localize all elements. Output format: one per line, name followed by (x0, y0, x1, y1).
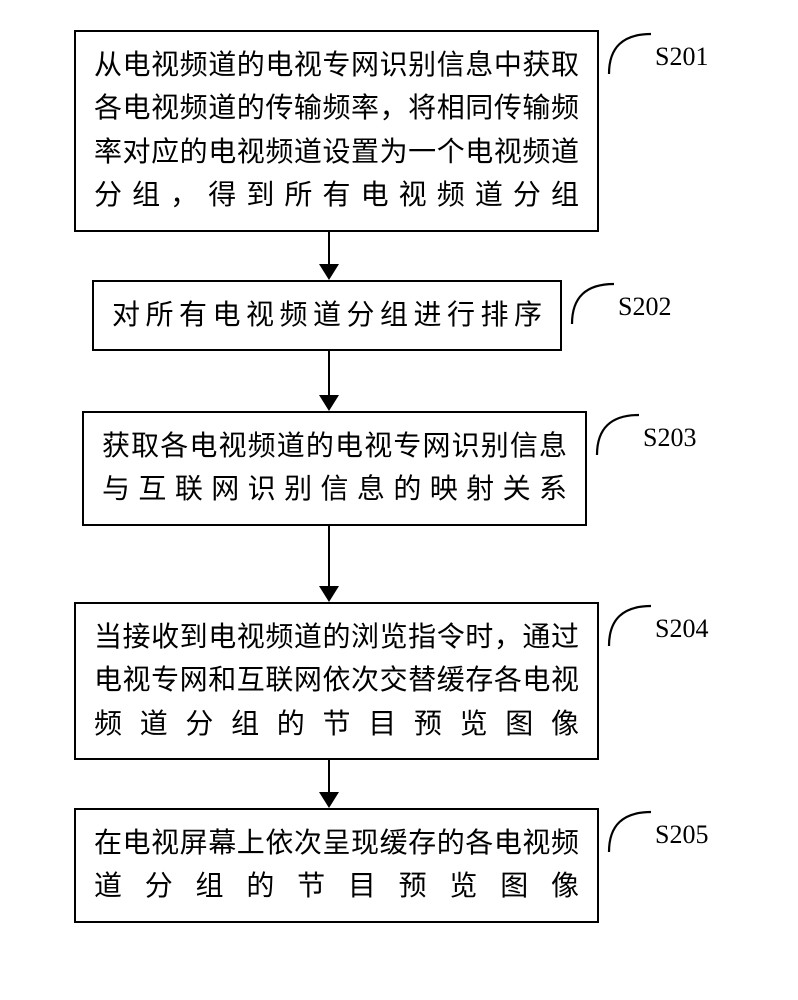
flow-step: 获取各电视频道的电视专网识别信息与互联网识别信息的映射关系 S203 (74, 411, 724, 526)
connector-curve (570, 278, 616, 328)
step-text: 对所有电视频道分组进行排序 (112, 300, 542, 331)
flow-step: 对所有电视频道分组进行排序 S202 (74, 280, 724, 351)
step-id: S201 (655, 42, 708, 72)
arrow-shaft (328, 760, 331, 792)
step-label-wrap: S202 (570, 274, 671, 328)
flow-arrow (319, 526, 339, 602)
arrow-shaft (328, 232, 331, 264)
step-box: 从电视频道的电视专网识别信息中获取各电视频道的传输频率，将相同传输频率对应的电视… (74, 30, 599, 232)
flow-arrow (319, 351, 339, 411)
step-box: 在电视屏幕上依次呈现缓存的各电视频道分组的节目预览图像 (74, 808, 599, 923)
connector-curve (607, 806, 653, 856)
flow-arrow (319, 232, 339, 280)
step-id: S204 (655, 614, 708, 644)
flow-step: 在电视屏幕上依次呈现缓存的各电视频道分组的节目预览图像 S205 (74, 808, 724, 923)
arrow-shaft (328, 526, 331, 586)
step-id: S203 (643, 423, 696, 453)
step-box: 对所有电视频道分组进行排序 (92, 280, 562, 351)
arrow-head-icon (319, 395, 339, 411)
step-id: S202 (618, 292, 671, 322)
flow-step: 从电视频道的电视专网识别信息中获取各电视频道的传输频率，将相同传输频率对应的电视… (74, 30, 724, 232)
step-box: 获取各电视频道的电视专网识别信息与互联网识别信息的映射关系 (82, 411, 587, 526)
flow-step: 当接收到电视频道的浏览指令时，通过电视专网和互联网依次交替缓存各电视频道分组的节… (74, 602, 724, 760)
step-text: 在电视屏幕上依次呈现缓存的各电视频道分组的节目预览图像 (94, 828, 579, 902)
step-label-wrap: S201 (607, 24, 708, 78)
arrow-head-icon (319, 792, 339, 808)
step-box: 当接收到电视频道的浏览指令时，通过电视专网和互联网依次交替缓存各电视频道分组的节… (74, 602, 599, 760)
flow-arrow (319, 760, 339, 808)
arrow-head-icon (319, 586, 339, 602)
arrow-shaft (328, 351, 331, 395)
flowchart: 从电视频道的电视专网识别信息中获取各电视频道的传输频率，将相同传输频率对应的电视… (74, 30, 724, 923)
step-text: 从电视频道的电视专网识别信息中获取各电视频道的传输频率，将相同传输频率对应的电视… (94, 50, 579, 211)
step-label-wrap: S203 (595, 405, 696, 459)
step-label-wrap: S204 (607, 596, 708, 650)
arrow-head-icon (319, 264, 339, 280)
step-label-wrap: S205 (607, 802, 708, 856)
connector-curve (595, 409, 641, 459)
step-text: 当接收到电视频道的浏览指令时，通过电视专网和互联网依次交替缓存各电视频道分组的节… (94, 622, 579, 740)
step-text: 获取各电视频道的电视专网识别信息与互联网识别信息的映射关系 (102, 431, 567, 505)
connector-curve (607, 600, 653, 650)
connector-curve (607, 28, 653, 78)
step-id: S205 (655, 820, 708, 850)
